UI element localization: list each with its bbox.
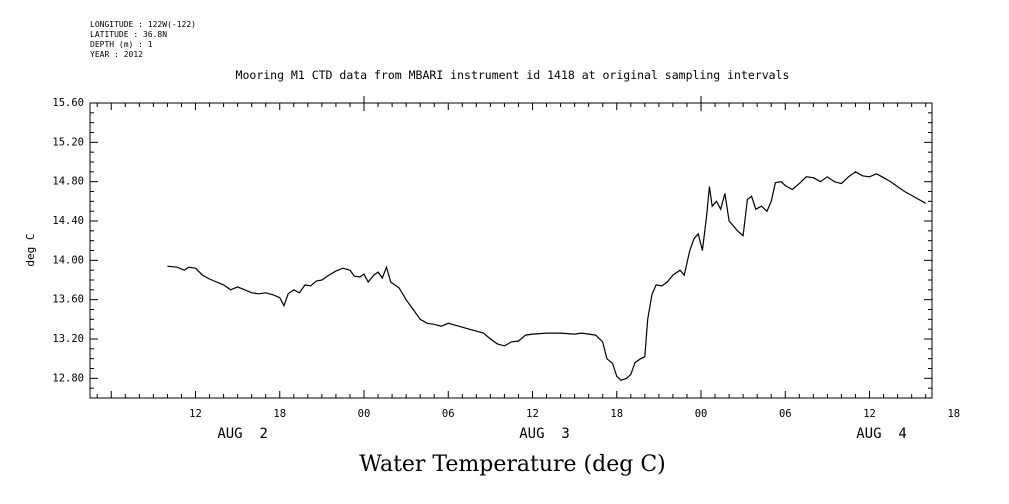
x-tick-label: 12: [189, 408, 202, 420]
plot-frame: [89, 102, 933, 399]
latitude-label: LATITUDE : 36.8N: [90, 30, 168, 39]
depth-label: DEPTH (m) : 1: [90, 40, 153, 49]
y-tick-label: 14.00: [52, 254, 84, 266]
year-label: YEAR : 2012: [90, 50, 143, 59]
y-tick-label: 14.40: [52, 215, 84, 227]
series-line-0: [167, 171, 926, 381]
y-tick-label: 12.80: [52, 372, 84, 384]
day-label: AUG 3: [519, 426, 570, 442]
metadata-block: LONGITUDE : 122W(-122) LATITUDE : 36.8N …: [90, 20, 196, 60]
y-tick-label: 15.60: [52, 97, 84, 109]
x-tick-label: 00: [358, 408, 371, 420]
day-label: AUG 2: [217, 426, 268, 442]
x-tick-label: 18: [610, 408, 623, 420]
variable-label: Water Temperature (deg C): [359, 452, 666, 477]
longitude-label: LONGITUDE : 122W(-122): [90, 20, 196, 29]
x-tick-label: 18: [273, 408, 286, 420]
y-tick-label: 13.20: [52, 333, 84, 345]
y-tick-label: 13.60: [52, 294, 84, 306]
x-tick-label: 12: [526, 408, 539, 420]
x-tick-label: 12: [863, 408, 876, 420]
x-tick-label: 00: [695, 408, 708, 420]
y-tick-label: 14.80: [52, 176, 84, 188]
x-tick-label: 06: [442, 408, 455, 420]
y-axis-label: deg C: [24, 233, 37, 266]
x-tick-label: 18: [947, 408, 960, 420]
y-tick-label: 15.20: [52, 136, 84, 148]
x-tick-label: 06: [779, 408, 792, 420]
chart-title: Mooring M1 CTD data from MBARI instrumen…: [235, 68, 790, 82]
day-label: AUG 4: [856, 426, 907, 442]
